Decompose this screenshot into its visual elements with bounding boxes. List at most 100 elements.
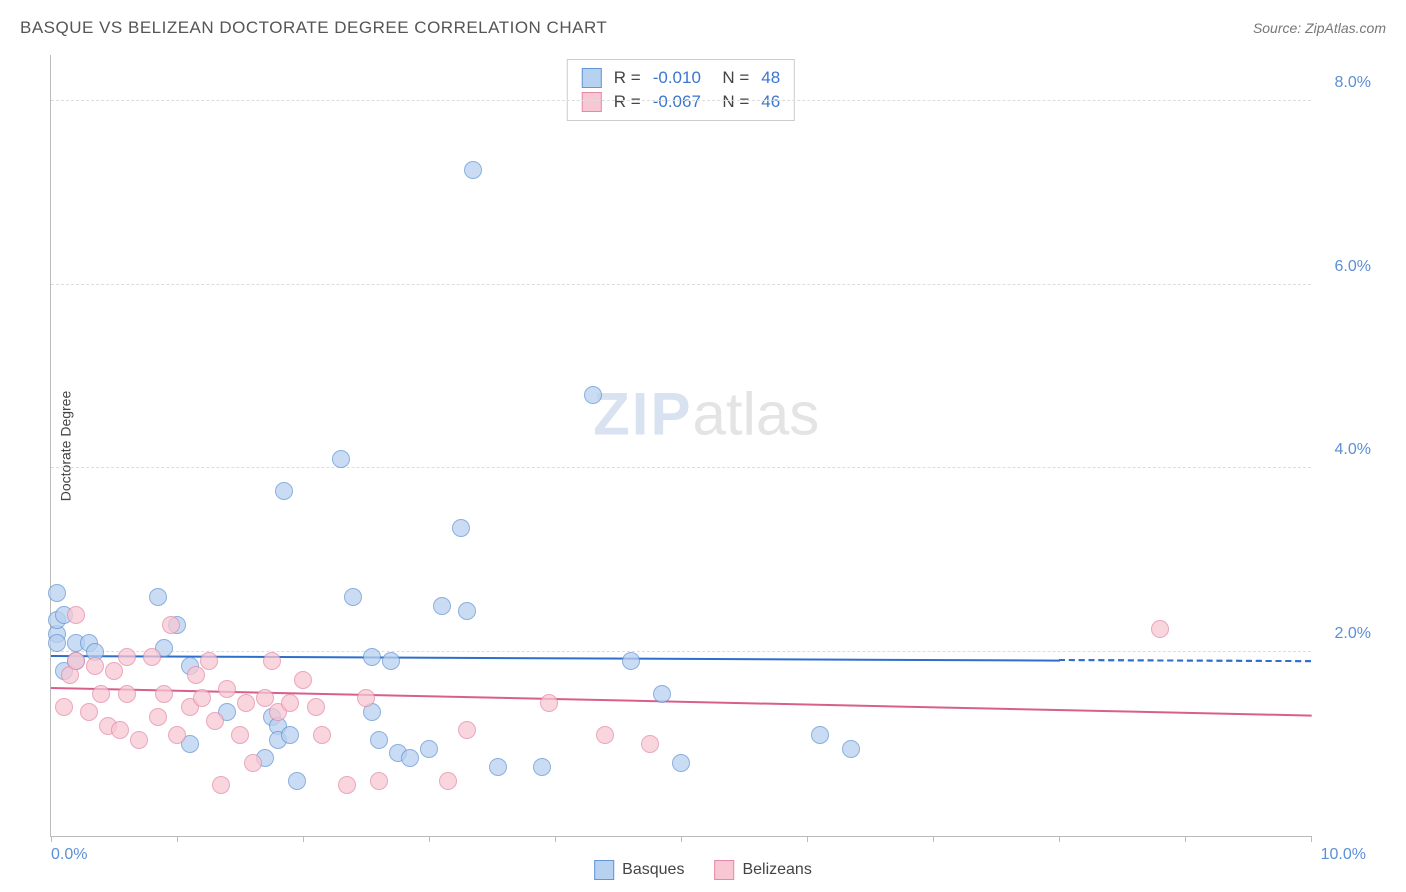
scatter-point bbox=[244, 754, 262, 772]
scatter-point bbox=[281, 726, 299, 744]
x-tick bbox=[51, 836, 52, 842]
scatter-point bbox=[363, 648, 381, 666]
scatter-point bbox=[67, 606, 85, 624]
x-tick bbox=[807, 836, 808, 842]
scatter-point bbox=[458, 721, 476, 739]
x-label-max: 10.0% bbox=[1321, 846, 1366, 864]
scatter-point bbox=[653, 685, 671, 703]
x-tick bbox=[429, 836, 430, 842]
stats-r-label: R = bbox=[614, 92, 641, 112]
scatter-point bbox=[294, 671, 312, 689]
x-label-min: 0.0% bbox=[51, 846, 87, 864]
stats-r-value: -0.010 bbox=[653, 68, 701, 88]
scatter-point bbox=[672, 754, 690, 772]
legend-item: Belizeans bbox=[714, 860, 811, 880]
scatter-point bbox=[187, 666, 205, 684]
source-label: Source: ZipAtlas.com bbox=[1253, 20, 1386, 36]
plot-area: ZIPatlas R = -0.010 N = 48R = -0.067 N =… bbox=[50, 55, 1311, 837]
scatter-point bbox=[533, 758, 551, 776]
scatter-point bbox=[489, 758, 507, 776]
watermark: ZIPatlas bbox=[593, 380, 819, 449]
scatter-point bbox=[92, 685, 110, 703]
scatter-point bbox=[67, 652, 85, 670]
grid-line bbox=[51, 467, 1311, 468]
scatter-point bbox=[307, 698, 325, 716]
scatter-point bbox=[281, 694, 299, 712]
scatter-point bbox=[338, 776, 356, 794]
stats-row: R = -0.067 N = 46 bbox=[582, 90, 780, 114]
x-tick bbox=[681, 836, 682, 842]
scatter-point bbox=[382, 652, 400, 670]
y-tick-label: 2.0% bbox=[1335, 625, 1371, 643]
x-tick bbox=[177, 836, 178, 842]
scatter-point bbox=[439, 772, 457, 790]
scatter-point bbox=[540, 694, 558, 712]
grid-line bbox=[51, 100, 1311, 101]
scatter-point bbox=[452, 519, 470, 537]
scatter-point bbox=[48, 584, 66, 602]
stats-r-label: R = bbox=[614, 68, 641, 88]
scatter-point bbox=[162, 616, 180, 634]
scatter-point bbox=[218, 680, 236, 698]
x-tick bbox=[1185, 836, 1186, 842]
scatter-point bbox=[111, 721, 129, 739]
stats-n-value: 48 bbox=[761, 68, 780, 88]
chart-container: BASQUE VS BELIZEAN DOCTORATE DEGREE CORR… bbox=[0, 0, 1406, 892]
scatter-point bbox=[370, 772, 388, 790]
scatter-point bbox=[55, 698, 73, 716]
scatter-point bbox=[149, 588, 167, 606]
x-tick bbox=[933, 836, 934, 842]
chart-title: BASQUE VS BELIZEAN DOCTORATE DEGREE CORR… bbox=[20, 18, 607, 38]
stats-n-label: N = bbox=[713, 92, 749, 112]
legend-swatch bbox=[582, 92, 602, 112]
scatter-point bbox=[622, 652, 640, 670]
scatter-point bbox=[641, 735, 659, 753]
scatter-point bbox=[275, 482, 293, 500]
scatter-point bbox=[206, 712, 224, 730]
scatter-point bbox=[130, 731, 148, 749]
scatter-point bbox=[332, 450, 350, 468]
legend-swatch bbox=[594, 860, 614, 880]
scatter-point bbox=[105, 662, 123, 680]
scatter-point bbox=[155, 685, 173, 703]
y-tick-label: 4.0% bbox=[1335, 441, 1371, 459]
x-tick bbox=[1059, 836, 1060, 842]
scatter-point bbox=[464, 161, 482, 179]
scatter-point bbox=[118, 648, 136, 666]
scatter-point bbox=[86, 657, 104, 675]
legend-item: Basques bbox=[594, 860, 684, 880]
stats-n-value: 46 bbox=[761, 92, 780, 112]
legend-swatch bbox=[582, 68, 602, 88]
scatter-point bbox=[357, 689, 375, 707]
scatter-point bbox=[237, 694, 255, 712]
scatter-point bbox=[313, 726, 331, 744]
stats-r-value: -0.067 bbox=[653, 92, 701, 112]
scatter-point bbox=[842, 740, 860, 758]
scatter-point bbox=[200, 652, 218, 670]
legend-swatch bbox=[714, 860, 734, 880]
scatter-point bbox=[263, 652, 281, 670]
scatter-point bbox=[231, 726, 249, 744]
scatter-point bbox=[143, 648, 161, 666]
grid-line bbox=[51, 651, 1311, 652]
scatter-point bbox=[420, 740, 438, 758]
stats-row: R = -0.010 N = 48 bbox=[582, 66, 780, 90]
scatter-point bbox=[401, 749, 419, 767]
scatter-point bbox=[811, 726, 829, 744]
scatter-point bbox=[118, 685, 136, 703]
scatter-point bbox=[344, 588, 362, 606]
bottom-legend: Basques Belizeans bbox=[594, 860, 812, 880]
x-tick bbox=[555, 836, 556, 842]
scatter-point bbox=[458, 602, 476, 620]
scatter-point bbox=[193, 689, 211, 707]
y-tick-label: 8.0% bbox=[1335, 74, 1371, 92]
grid-line bbox=[51, 284, 1311, 285]
scatter-point bbox=[48, 634, 66, 652]
y-tick-label: 6.0% bbox=[1335, 258, 1371, 276]
scatter-point bbox=[433, 597, 451, 615]
scatter-point bbox=[168, 726, 186, 744]
title-row: BASQUE VS BELIZEAN DOCTORATE DEGREE CORR… bbox=[20, 18, 1386, 38]
trend-line-dash bbox=[1059, 659, 1311, 662]
scatter-point bbox=[149, 708, 167, 726]
x-tick bbox=[1311, 836, 1312, 842]
